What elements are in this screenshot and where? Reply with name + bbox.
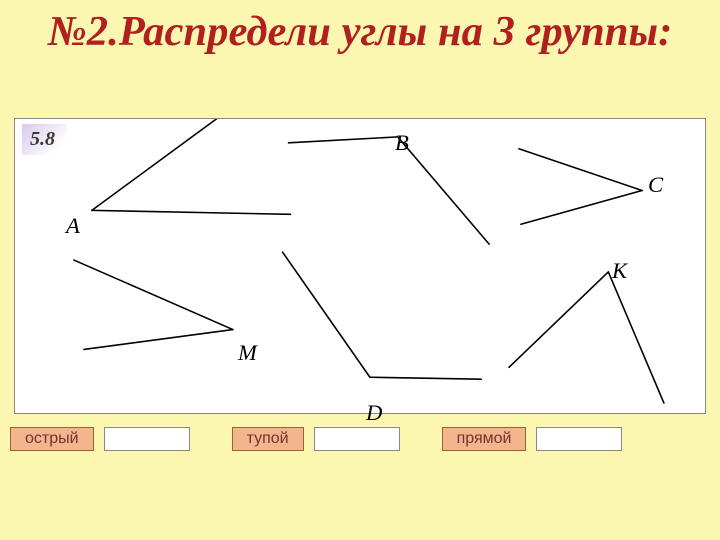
angle-label-D: D xyxy=(366,400,382,426)
slide: №2.Распредели углы на 3 группы: 5.8 A B … xyxy=(0,0,720,540)
answer-row: острый тупой прямой xyxy=(10,424,622,454)
angle-label-A: A xyxy=(66,213,80,239)
angle-label-M: M xyxy=(238,340,257,366)
blank-acute[interactable] xyxy=(104,427,190,451)
angle-label-B: B xyxy=(395,130,409,156)
slide-title: №2.Распредели углы на 3 группы: xyxy=(0,0,720,57)
angles-svg xyxy=(15,119,705,413)
angle-label-K: K xyxy=(612,258,627,284)
diagram-box xyxy=(14,118,706,414)
angle-label-C: C xyxy=(648,172,663,198)
blank-right[interactable] xyxy=(536,427,622,451)
pill-obtuse: тупой xyxy=(232,427,304,451)
pill-acute: острый xyxy=(10,427,94,451)
blank-obtuse[interactable] xyxy=(314,427,400,451)
pill-right: прямой xyxy=(442,427,527,451)
exercise-tag: 5.8 xyxy=(22,124,67,155)
